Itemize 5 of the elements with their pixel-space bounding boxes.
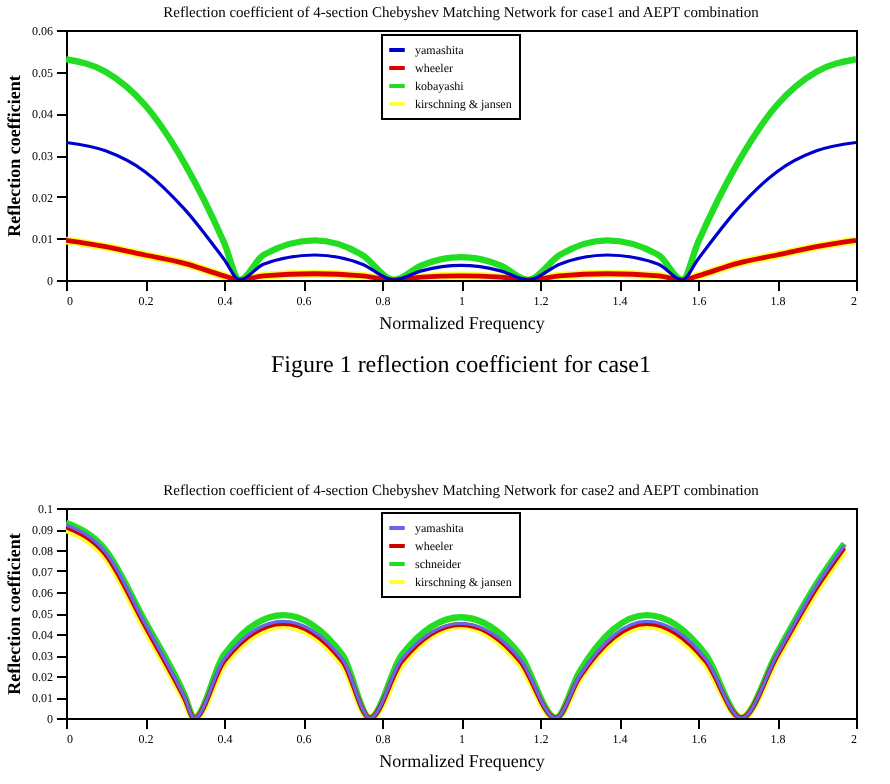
caption: Figure 1 reflection coefficient for case1 — [270, 350, 652, 378]
y-axis-title: Reflection coefficient — [4, 75, 24, 237]
y-axis-title: Reflection coefficient — [4, 533, 24, 695]
x-axis-title: Normalized Frequency — [379, 751, 546, 771]
x-axis-title: Normalized Frequency — [379, 313, 546, 333]
